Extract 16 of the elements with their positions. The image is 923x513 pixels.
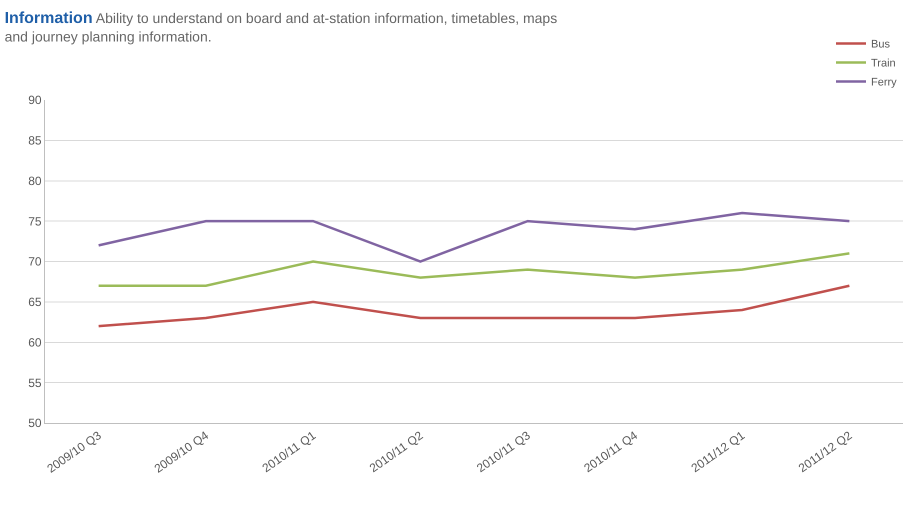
line-series	[97, 212, 851, 263]
y-tick-label: 75	[28, 214, 42, 228]
legend-label: Train	[871, 58, 896, 70]
line-series	[97, 284, 851, 328]
y-tick-label: 65	[28, 295, 42, 310]
y-tick-label: 55	[28, 376, 42, 390]
y-tick-label: 70	[28, 254, 42, 269]
y-tick-label: 90	[28, 93, 42, 108]
y-tick-label: 85	[28, 134, 42, 148]
chart-title: Information	[4, 10, 93, 28]
line-series	[97, 252, 851, 287]
y-tick-label: 80	[28, 174, 42, 188]
y-tick-label: 60	[28, 335, 42, 350]
y-tick-label: 50	[28, 416, 42, 430]
legend-label: Bus	[871, 38, 890, 51]
legend-label: Ferry	[871, 76, 898, 89]
